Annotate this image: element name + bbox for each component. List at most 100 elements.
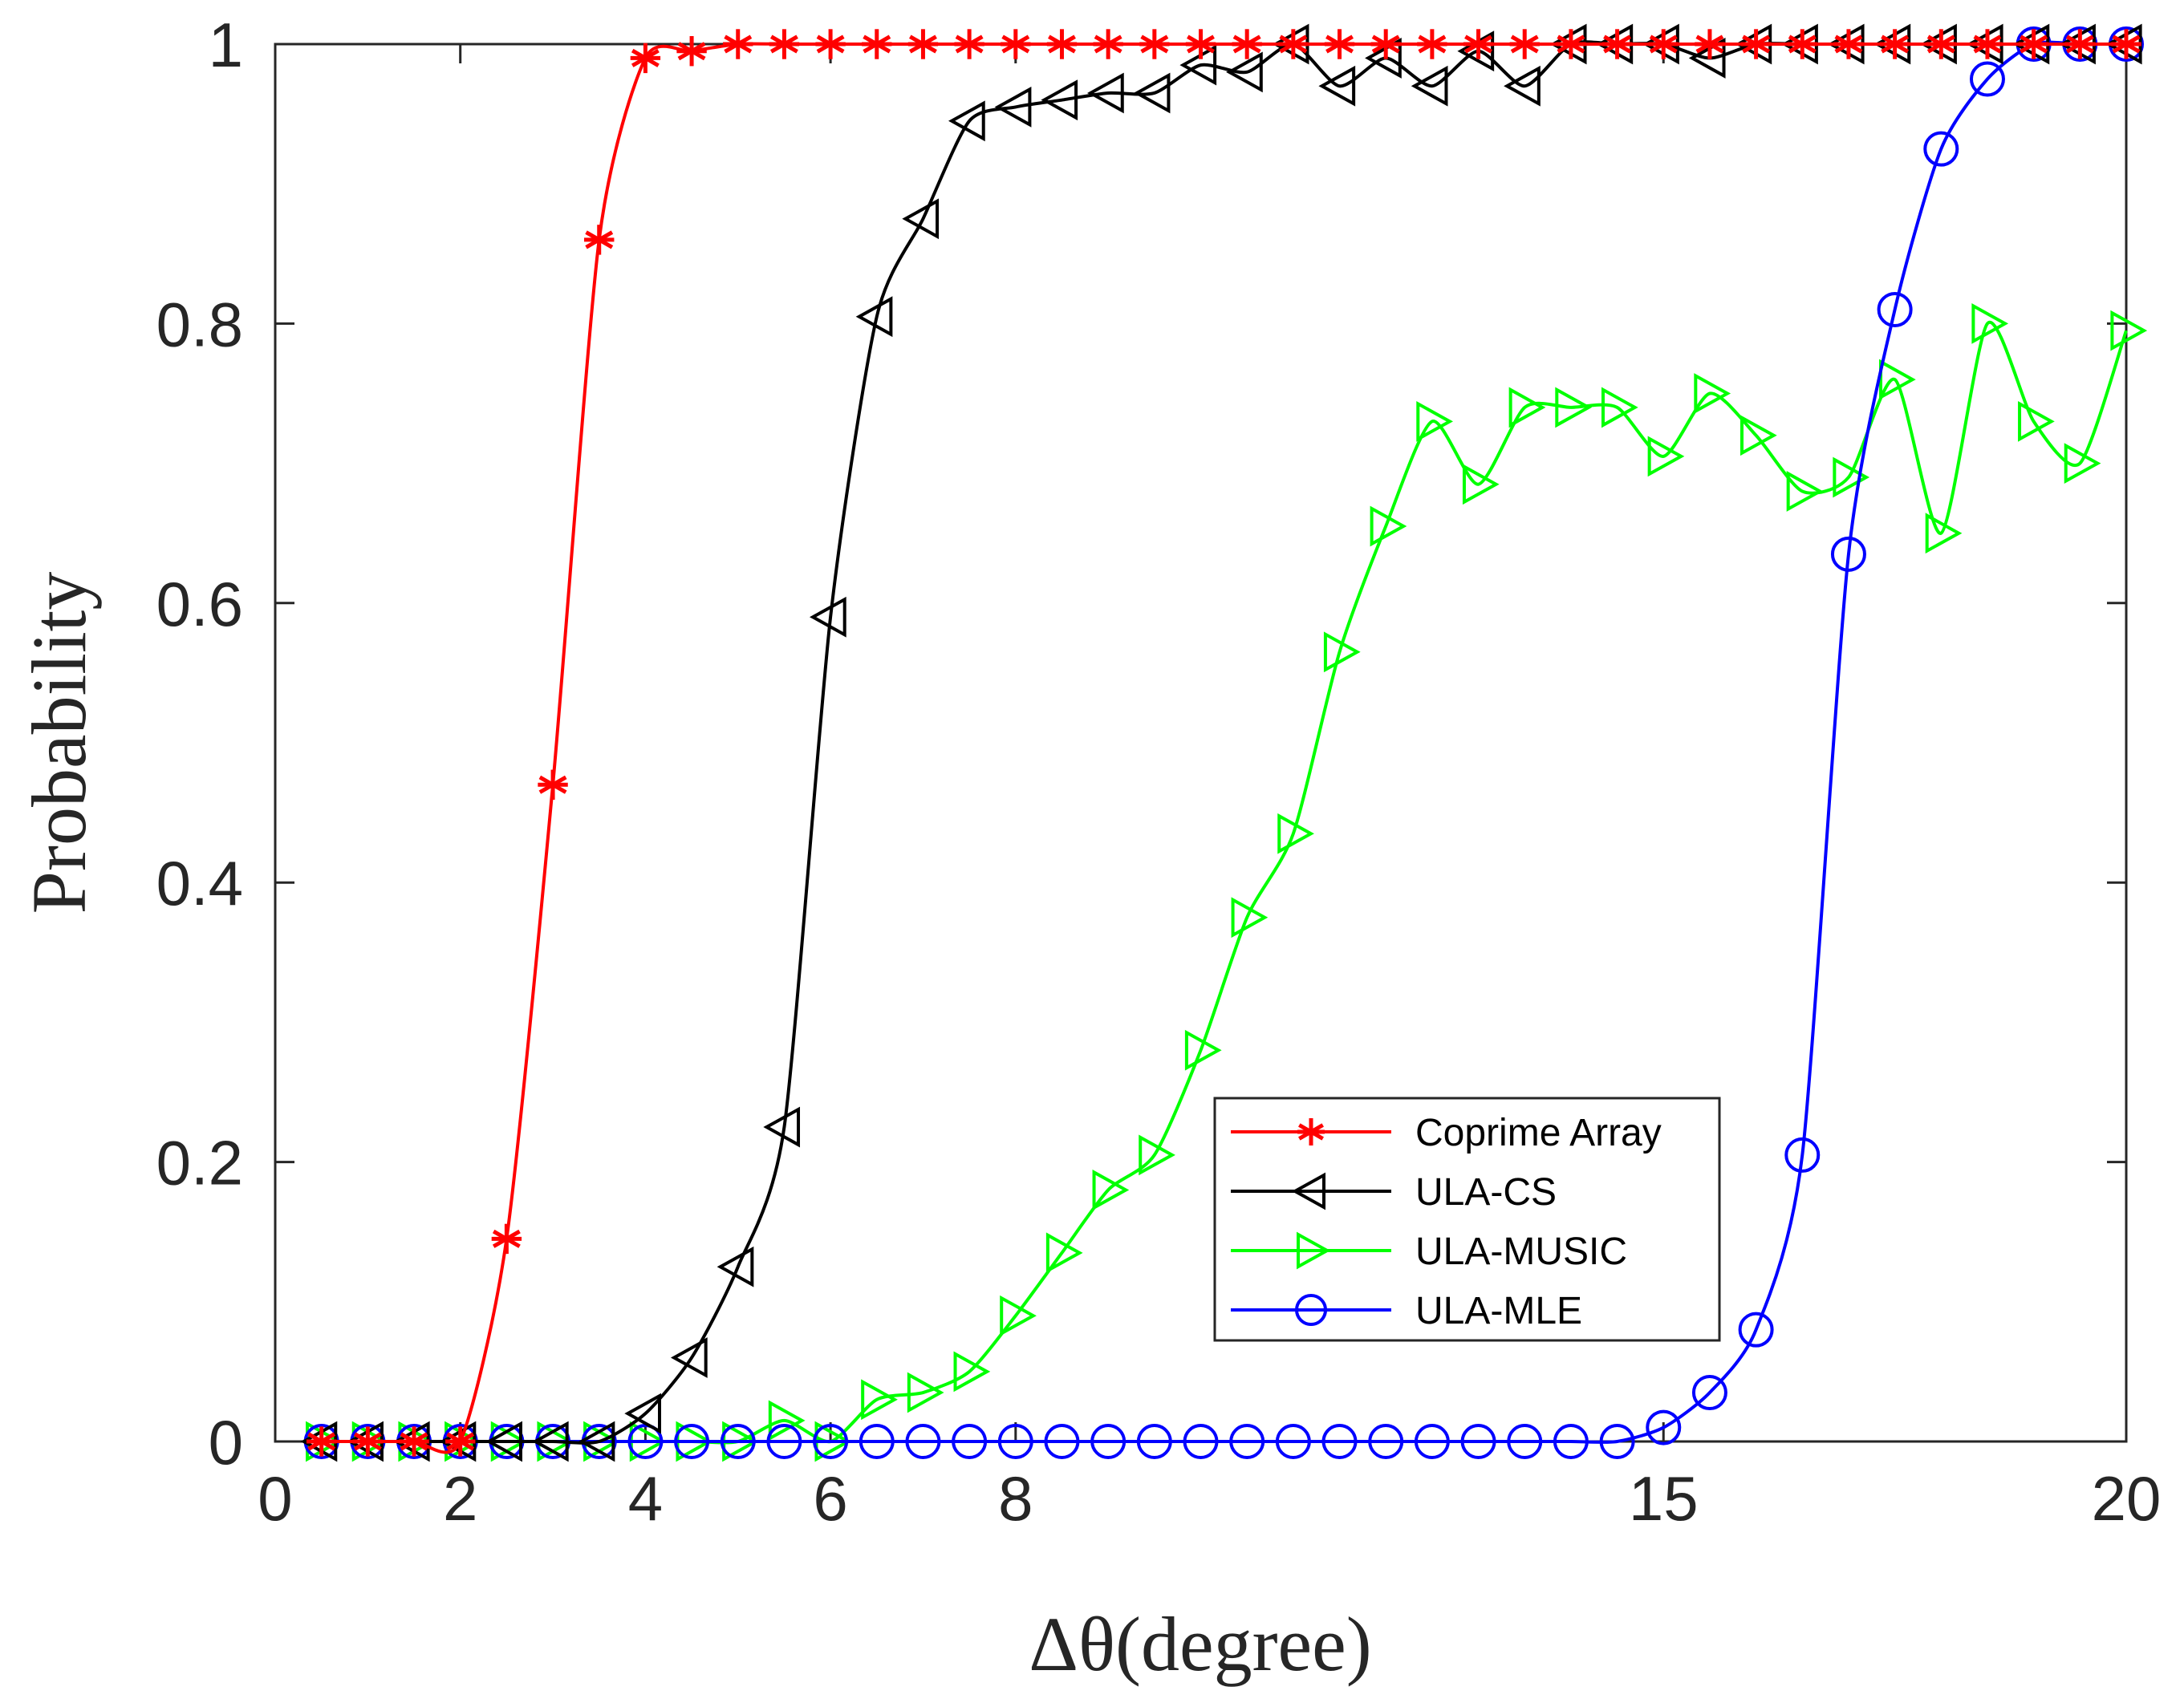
data-point [997,1424,1033,1459]
data-point [1601,29,1633,59]
y-tick-label: 0.6 [156,569,243,639]
data-point [1646,1409,1682,1445]
data-point [952,1424,988,1459]
x-tick-label: 8 [998,1463,1033,1534]
y-tick-label: 0.2 [156,1128,243,1198]
data-point [1139,1134,1175,1176]
data-point [907,29,939,59]
data-point [1553,1424,1589,1459]
data-point [1414,1424,1450,1459]
data-point [1971,303,2009,344]
legend-label: ULA-CS [1415,1171,1557,1214]
data-point [2018,29,2049,59]
data-point [769,29,800,59]
data-point [1370,29,1401,59]
data-point [1509,29,1540,59]
legend-label: ULA-MLE [1415,1290,1582,1332]
data-point [1324,29,1355,59]
data-point [862,29,892,59]
data-point [1278,29,1309,59]
data-point [1417,29,1447,59]
data-point [1695,29,1725,59]
data-point [1045,1232,1083,1274]
data-point [1738,1312,1774,1348]
y-tick-label: 0.4 [156,848,243,918]
data-point [1463,29,1494,59]
data-point [1092,1170,1130,1210]
data-point [1321,1424,1358,1459]
data-point [1504,65,1541,107]
data-point [1786,471,1824,512]
data-point [1555,387,1593,428]
data-point [1090,1424,1127,1459]
data-point [1648,29,1679,59]
data-point [538,769,568,800]
y-axis-label: Probability [16,572,102,914]
data-point [768,1400,806,1441]
data-point [630,43,661,74]
data-point [1133,72,1171,114]
data-point [1830,536,1866,572]
data-point [1460,1424,1496,1459]
data-point [720,1424,756,1459]
data-point [1879,29,1910,59]
data-point [809,596,846,638]
data-point [491,1223,522,1255]
data-point [1411,65,1448,107]
data-point [1969,61,2005,97]
data-point [1001,29,1031,59]
data-point [1136,1424,1172,1459]
data-point [1231,897,1269,939]
data-point [1508,387,1546,428]
data-point [859,1424,895,1459]
data-point [994,86,1032,128]
data-point [2110,310,2148,351]
data-point [2064,443,2101,484]
data-point [1740,415,1777,456]
data-point [399,1426,429,1457]
data-point [1740,29,1772,59]
legend-item: Coprime Array [1231,1112,1662,1154]
data-point [1184,1029,1222,1071]
data-point [905,1424,941,1459]
x-tick-label: 4 [628,1463,663,1534]
data-point [1601,387,1638,428]
data-point [813,1424,849,1459]
data-point [953,1351,991,1393]
data-point [1139,29,1170,59]
data-point [2111,29,2141,59]
series-coprime-array [306,29,2141,1457]
data-point [907,1372,944,1413]
data-point [1318,65,1356,107]
x-tick-label: 15 [1629,1463,1699,1534]
data-point [763,1106,801,1148]
legend: Coprime Array ULA-CS ULA-MUSIC ULA-MLE [1213,1097,1721,1342]
data-point [1323,631,1361,673]
data-point [1926,29,1956,59]
data-point [1370,505,1407,547]
data-point [1599,1424,1635,1459]
legend-label: ULA-MUSIC [1415,1231,1627,1273]
data-point [1226,51,1263,93]
data-point [627,1424,664,1459]
legend-item: ULA-MUSIC [1231,1231,1627,1273]
data-point [1046,29,1078,59]
data-point [1183,1424,1219,1459]
data-point [1232,29,1262,59]
data-point [902,198,940,240]
data-point [1694,373,1731,414]
series-layer [300,23,2148,1462]
data-point [674,1424,710,1459]
data-point [1297,1231,1331,1270]
data-point [676,36,707,67]
data-point [1044,1424,1080,1459]
data-point [670,1337,708,1378]
x-tick-label: 0 [258,1463,292,1534]
data-point [855,296,893,338]
data-point [1275,1424,1311,1459]
data-point [1925,513,1963,554]
legend-label: Coprime Array [1415,1112,1662,1154]
data-point [1291,1172,1325,1210]
data-point [1295,1294,1327,1326]
